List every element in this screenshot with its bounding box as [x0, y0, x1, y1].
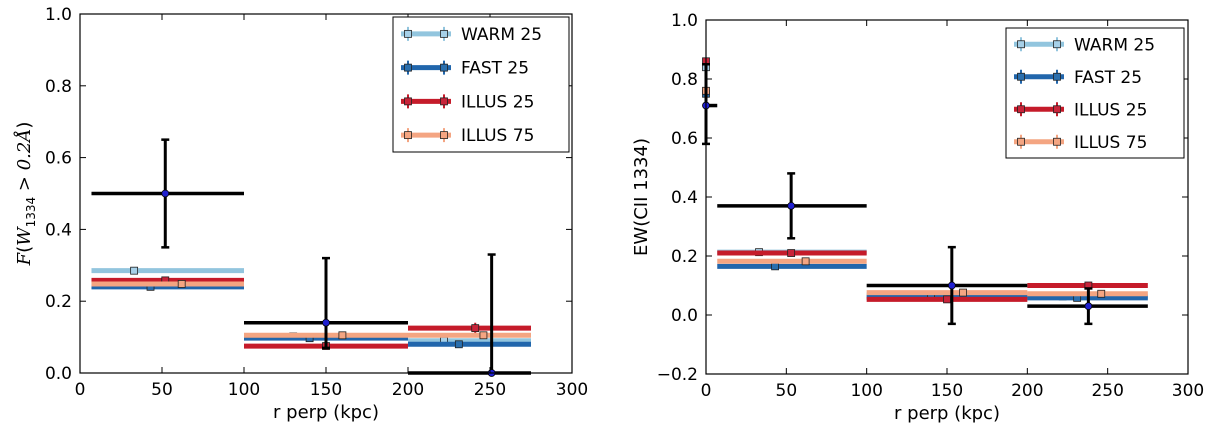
- x-tick-label: 250: [474, 380, 506, 400]
- legend-marker: [1017, 72, 1025, 81]
- y-tick-label: 1.0: [671, 11, 698, 31]
- y-tick-label: 0.6: [45, 149, 72, 169]
- series-marker: [801, 257, 810, 266]
- legend-label: FAST 25: [1074, 68, 1142, 88]
- series-marker: [1097, 289, 1106, 298]
- legend-marker: [404, 63, 412, 72]
- legend-marker: [404, 97, 412, 106]
- legend-marker: [1053, 72, 1061, 81]
- y-tick-label: 1.0: [45, 5, 72, 25]
- legend-label: ILLUS 25: [461, 92, 534, 112]
- series-marker: [130, 266, 139, 275]
- y-axis-label: F(W1334 > 0.2Å): [13, 122, 38, 267]
- legend-marker: [440, 97, 448, 106]
- y-tick-label: 0.0: [45, 364, 72, 384]
- y-label-w: W: [14, 226, 35, 246]
- series-marker: [943, 295, 951, 304]
- legend-box: [1005, 27, 1185, 159]
- legend-marker: [404, 29, 412, 38]
- x-tick-label: 200: [392, 380, 424, 400]
- x-tick-label: 200: [1011, 381, 1043, 401]
- legend-label: ILLUS 75: [461, 126, 534, 146]
- x-tick-label: 300: [1172, 381, 1204, 401]
- x-tick-label: 50: [151, 380, 173, 400]
- y-tick-label: −0.2: [657, 365, 698, 385]
- series-fast-25: [91, 282, 531, 349]
- legend-box: [392, 16, 570, 153]
- legend-marker: [1017, 40, 1025, 49]
- legend-marker: [440, 63, 448, 72]
- observed-point: [1084, 302, 1093, 311]
- right-panel: 0 50 100 150 200 250 300 −0.2 0.0 0.2 0.4 0.6 0.8 1.0…: [631, 11, 1204, 424]
- series-marker: [787, 249, 796, 257]
- y-label-paren-close: ): [14, 122, 35, 129]
- y-label-f: F: [14, 251, 35, 266]
- y-tick-label: 0.4: [671, 188, 698, 208]
- y-tick-label: 0.2: [671, 247, 698, 267]
- y-tick-label: 0.8: [671, 70, 698, 90]
- series-marker: [454, 340, 463, 349]
- observed-point: [947, 281, 956, 290]
- series-illus-25: [702, 57, 1148, 304]
- y-axis-label: EW(CII 1334): [631, 138, 652, 256]
- x-tick-label: 0: [701, 381, 712, 401]
- legend-label: ILLUS 25: [1074, 100, 1147, 120]
- y-tick-label: 0.6: [671, 129, 698, 149]
- y-label-paren: (: [14, 246, 35, 253]
- legend-marker: [1053, 137, 1061, 146]
- y-tick-label: 0.0: [671, 306, 698, 326]
- x-tick-label: 100: [228, 380, 260, 400]
- y-label-unit: Å: [13, 129, 35, 144]
- legend-label: WARM 25: [1074, 35, 1155, 55]
- left-panel: 0 50 100 150 200 250 300 0.0 0.2 0.4 0.6 0.8 1.0 r pe…: [13, 5, 588, 423]
- series-marker: [338, 331, 347, 340]
- legend-marker: [1053, 40, 1061, 49]
- observed-point: [322, 318, 330, 327]
- x-tick-label: 150: [310, 380, 342, 400]
- x-axis-label: r perp (kpc): [894, 403, 1000, 424]
- series-marker: [471, 324, 480, 333]
- legend-marker: [404, 131, 412, 140]
- x-axis-label: r perp (kpc): [273, 402, 379, 423]
- x-tick-label: 50: [776, 381, 798, 401]
- legend-marker: [1053, 105, 1061, 114]
- legend-label: ILLUS 75: [1074, 133, 1147, 153]
- x-tick-label: 150: [931, 381, 963, 401]
- x-tick-label: 0: [75, 380, 86, 400]
- y-label-rest: > 0.2: [14, 142, 35, 197]
- observed-point: [787, 201, 796, 210]
- observed-point: [161, 189, 170, 198]
- legend-marker: [1017, 105, 1025, 114]
- series-marker: [479, 331, 488, 340]
- legend: WARM 25 FAST 25 ILLUS 25 ILLUS 75: [1005, 27, 1185, 159]
- series-marker: [177, 280, 186, 288]
- legend-marker: [440, 131, 448, 140]
- x-tick-label: 250: [1091, 381, 1123, 401]
- y-tick-label: 0.8: [45, 77, 72, 97]
- legend-marker: [1017, 137, 1025, 146]
- x-tick-label: 300: [556, 380, 588, 400]
- legend: WARM 25 FAST 25 ILLUS 25 ILLUS 75: [392, 16, 570, 153]
- y-tick-label: 0.2: [45, 292, 72, 312]
- legend-label: WARM 25: [461, 25, 542, 45]
- series-marker: [959, 288, 967, 297]
- y-label-sub: 1334: [24, 197, 38, 228]
- series-marker: [771, 262, 779, 271]
- x-tick-label: 100: [850, 381, 882, 401]
- legend-label: FAST 25: [461, 59, 529, 79]
- legend-marker: [440, 29, 448, 38]
- y-tick-label: 0.4: [45, 220, 72, 240]
